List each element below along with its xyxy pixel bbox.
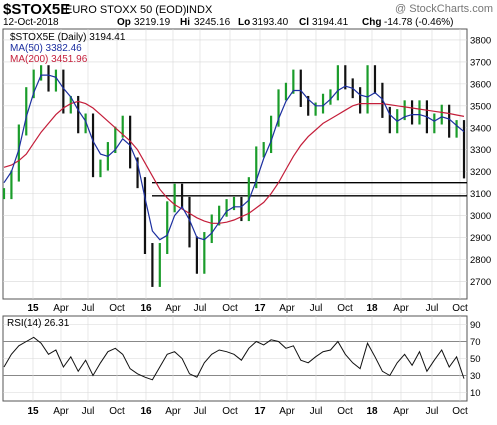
price-x-tick-label: Jul	[310, 303, 323, 314]
ma50-line	[3, 74, 465, 241]
rsi-panel: 10 30 50 70 90 RSI(14) 26.31	[2, 315, 481, 402]
change-value: -14.78 (-0.46%)	[384, 17, 453, 28]
rsi-x-tick-label: 18	[366, 406, 378, 417]
price-panel-frame	[2, 28, 468, 300]
price-y-tick-label: 3700	[470, 57, 491, 68]
price-x-tick-label: 15	[27, 303, 39, 314]
price-x-tick-label: Apr	[393, 303, 409, 314]
low-value: 3193.40	[252, 17, 289, 28]
rsi-x-tick-label: Apr	[53, 406, 69, 417]
high-label: Hi	[180, 17, 190, 28]
open-label: Op	[117, 17, 131, 28]
price-x-tick-label: Apr	[165, 303, 181, 314]
price-y-tick-label: 3800	[470, 35, 491, 46]
rsi-y-tick-label: 10	[470, 388, 481, 399]
price-x-tick-label: Jul	[82, 303, 95, 314]
price-x-tick-label: Apr	[279, 303, 295, 314]
price-y-tick-label: 3600	[470, 79, 491, 90]
high-value: 3245.16	[194, 17, 231, 28]
legend-ma200: MA(200) 3451.96	[10, 54, 88, 65]
rsi-y-axis: 10 30 50 70 90	[470, 320, 481, 399]
price-x-tick-label: Jul	[194, 303, 207, 314]
price-x-tick-label: Oct	[109, 303, 125, 314]
rsi-x-tick-label: Oct	[109, 406, 125, 417]
price-x-tick-label: Oct	[452, 303, 468, 314]
rsi-x-tick-label: 16	[140, 406, 152, 417]
close-value: 3194.41	[312, 17, 349, 28]
price-x-tick-label: 17	[254, 303, 266, 314]
change-label: Chg	[362, 17, 381, 28]
rsi-x-tick-label: Apr	[393, 406, 409, 417]
price-x-tick-label: 18	[366, 303, 378, 314]
price-y-tick-label: 2900	[470, 233, 491, 244]
price-x-axis: 15 Apr Jul Oct 16 Apr Jul Oct 17 Apr Jul Oct 18 Apr Ju…	[27, 303, 468, 314]
price-y-tick-label: 2800	[470, 255, 491, 266]
rsi-grid	[3, 316, 467, 401]
price-x-tick-label: Oct	[337, 303, 353, 314]
price-x-tick-label: Oct	[222, 303, 238, 314]
price-y-tick-label: 3500	[470, 101, 491, 112]
price-x-tick-label: Jul	[426, 303, 439, 314]
rsi-y-tick-label: 70	[470, 337, 481, 348]
price-grid	[3, 29, 467, 299]
chart-date: 12-Oct-2018	[3, 17, 59, 28]
rsi-y-tick-label: 50	[470, 354, 481, 365]
close-label: Cl	[299, 17, 309, 28]
ma200-line	[3, 100, 465, 224]
rsi-label: RSI(14) 26.31	[7, 318, 70, 329]
rsi-y-tick-label: 90	[470, 320, 481, 331]
rsi-x-tick-label: 15	[27, 406, 39, 417]
price-y-axis: 2700 2800 2900 3000 3100 3200 3300 3400 3500 3600…	[470, 35, 491, 287]
price-panel: 2700 2800 2900 3000 3100 3200 3300 3400 3500 3600…	[2, 28, 491, 300]
watermark: @ StockCharts.com	[395, 3, 493, 15]
rsi-x-axis: 15 Apr Jul Oct 16 Apr Jul Oct 17 Apr Jul Oct 18 Apr Ju…	[27, 406, 468, 417]
open-value: 3219.19	[134, 17, 171, 28]
chart-symbol: $STOX5E	[3, 1, 70, 18]
rsi-x-tick-label: Apr	[279, 406, 295, 417]
legend-ma50: MA(50) 3382.46	[10, 43, 82, 54]
rsi-x-tick-label: Oct	[337, 406, 353, 417]
price-y-tick-label: 3000	[470, 211, 491, 222]
rsi-x-tick-label: Jul	[426, 406, 439, 417]
price-y-tick-label: 3200	[470, 167, 491, 178]
price-series-group	[2, 65, 466, 287]
chart-exchange: INDX	[186, 4, 213, 16]
annotation-lines	[152, 181, 467, 197]
rsi-series-group	[3, 336, 465, 381]
price-x-tick-label: 16	[140, 303, 152, 314]
rsi-x-tick-label: Jul	[194, 406, 207, 417]
price-x-tick-label: Apr	[53, 303, 69, 314]
rsi-x-tick-label: Jul	[310, 406, 323, 417]
rsi-x-tick-label: Jul	[82, 406, 95, 417]
low-label: Lo	[238, 17, 250, 28]
rsi-line	[3, 336, 465, 381]
rsi-y-tick-label: 30	[470, 371, 481, 382]
chart-description: EURO STOXX 50 (EOD)	[65, 4, 186, 16]
rsi-x-tick-label: Oct	[452, 406, 468, 417]
price-y-tick-label: 2700	[470, 277, 491, 288]
price-y-tick-label: 3100	[470, 189, 491, 200]
price-y-tick-label: 3400	[470, 123, 491, 134]
rsi-x-tick-label: Apr	[165, 406, 181, 417]
rsi-x-tick-label: 17	[254, 406, 266, 417]
price-y-tick-label: 3300	[470, 145, 491, 156]
legend-price: $STOX5E (Daily) 3194.41	[10, 32, 126, 43]
rsi-x-tick-label: Oct	[222, 406, 238, 417]
